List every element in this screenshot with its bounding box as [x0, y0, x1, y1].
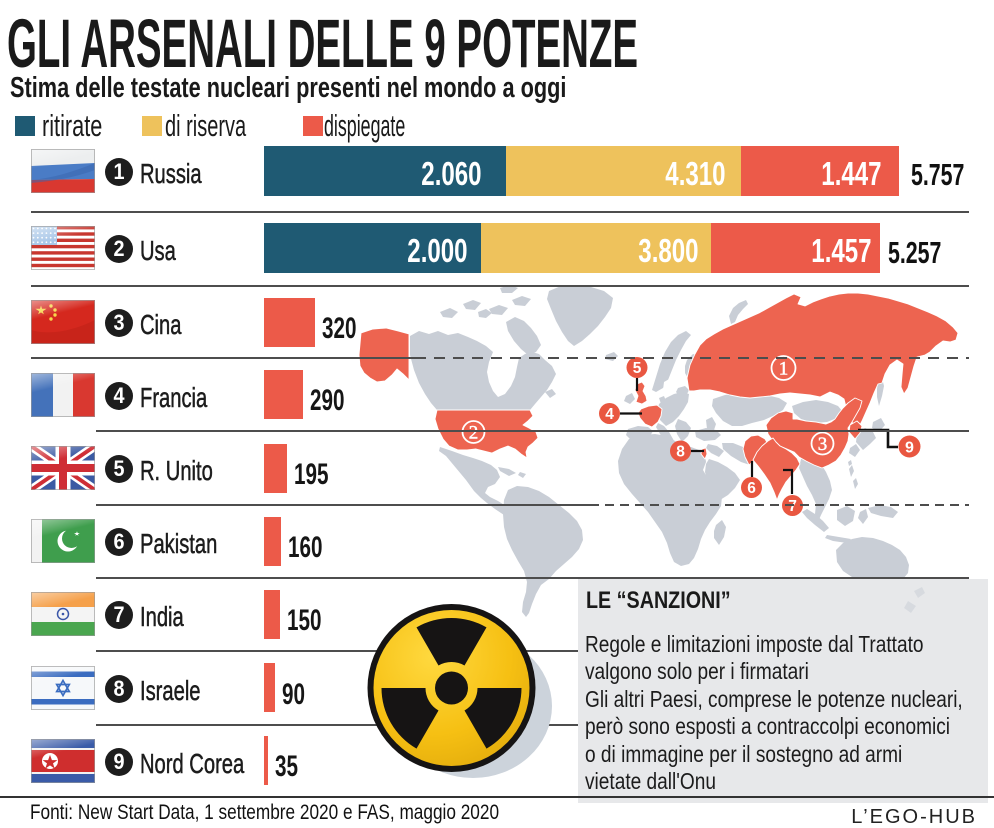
svg-text:4: 4 — [605, 406, 614, 423]
svg-text:6: 6 — [747, 480, 756, 497]
svg-text:3: 3 — [818, 434, 828, 455]
svg-text:2: 2 — [469, 423, 479, 444]
svg-text:5: 5 — [633, 360, 642, 377]
svg-text:7: 7 — [788, 498, 797, 515]
svg-text:1: 1 — [779, 359, 789, 380]
svg-text:9: 9 — [905, 439, 914, 456]
svg-text:8: 8 — [676, 444, 685, 461]
